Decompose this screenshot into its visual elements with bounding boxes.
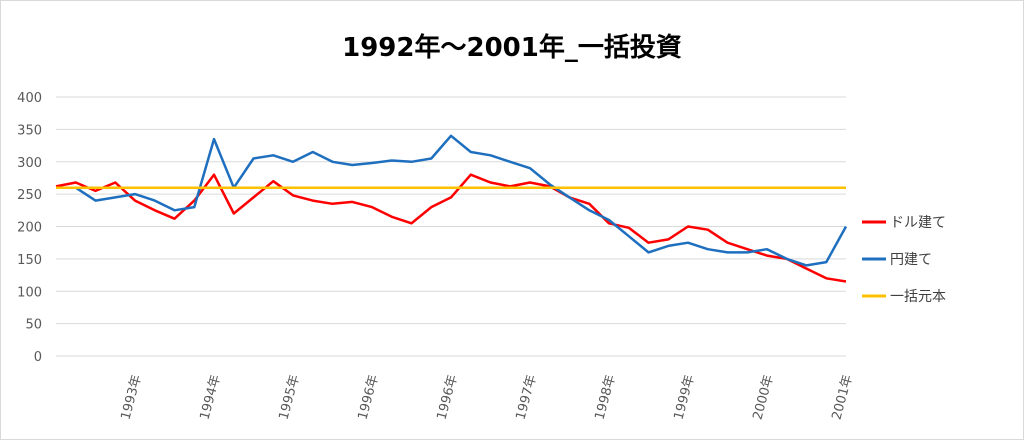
series-line-0 xyxy=(55,173,847,283)
x-tick-label: 1996年 xyxy=(355,373,381,421)
legend-label: 一括元本 xyxy=(890,289,946,305)
series-lines xyxy=(55,134,848,283)
y-tick-label: 400 xyxy=(17,91,42,106)
series-line-1 xyxy=(56,134,848,267)
y-tick-label: 200 xyxy=(17,221,42,236)
legend-label: ドル建て xyxy=(890,215,946,231)
gridlines xyxy=(56,96,846,357)
y-axis: 0 50 100 150 200 250 300 350 400 xyxy=(17,91,42,365)
y-tick-label: 100 xyxy=(17,285,42,300)
x-tick-label: 1994年 xyxy=(197,373,223,421)
x-tick-label: 2001年 xyxy=(829,373,855,421)
legend-label: 円建て xyxy=(890,252,932,268)
y-tick-label: 0 xyxy=(34,350,42,365)
y-tick-label: 300 xyxy=(17,156,42,171)
x-axis: 1993年 1994年 1995年 1996年 1996年 1997年 1998年 1999年… xyxy=(118,373,855,421)
x-tick-label: 1998年 xyxy=(592,373,618,421)
y-tick-label: 350 xyxy=(17,123,42,138)
x-tick-label: 1996年 xyxy=(434,373,460,421)
y-tick-label: 250 xyxy=(17,188,42,203)
x-tick-label: 2000年 xyxy=(750,373,776,421)
y-tick-label: 50 xyxy=(25,318,42,333)
x-tick-label: 1999年 xyxy=(671,373,697,421)
chart-title: 1992年～2001年_一括投資 xyxy=(342,32,682,63)
x-tick-label: 1995年 xyxy=(276,373,302,421)
x-tick-label: 1993年 xyxy=(118,373,144,421)
y-tick-label: 150 xyxy=(17,253,42,268)
x-tick-label: 1997年 xyxy=(513,373,539,421)
